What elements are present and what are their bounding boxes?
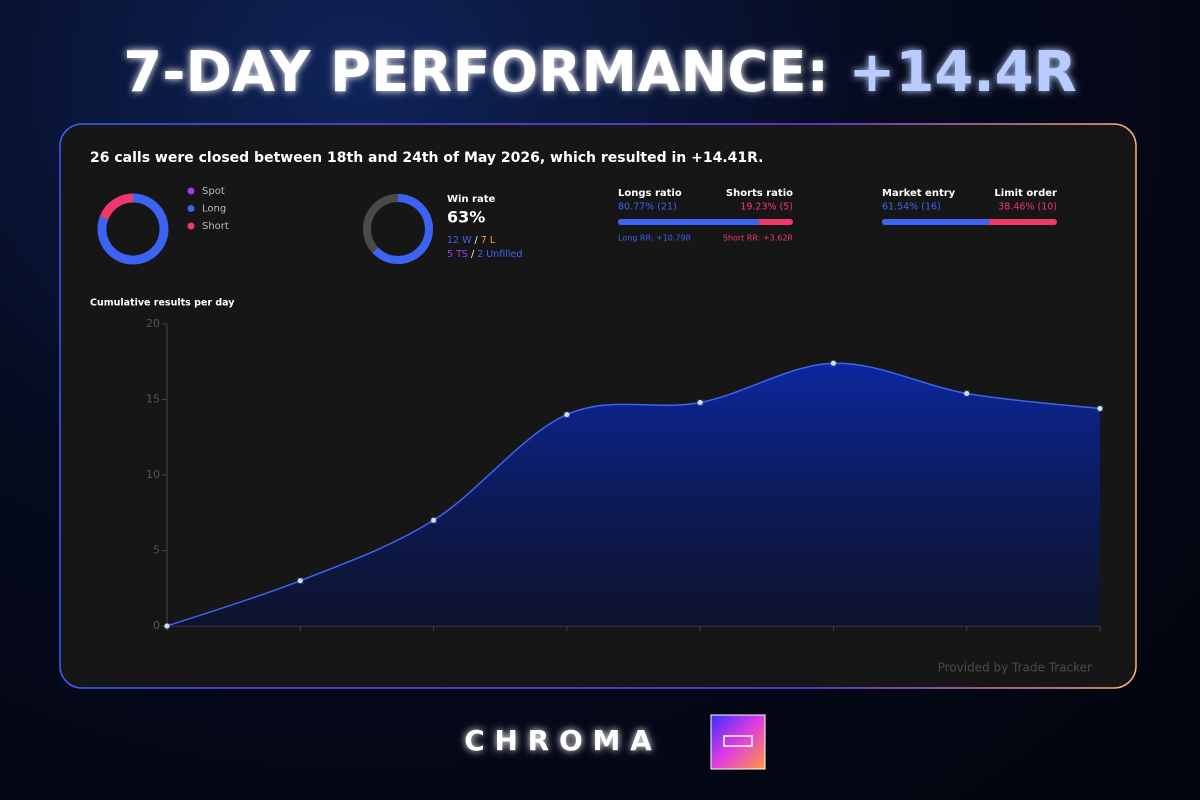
ratio-note: Short RR: +3.62R: [723, 234, 794, 243]
ratio-value: 61.54% (16): [882, 202, 941, 213]
title-highlight: +14.4R: [849, 40, 1077, 105]
title-text: 7-DAY PERFORMANCE:: [123, 40, 829, 105]
donut-segment: [99, 193, 134, 220]
win-rate-title: Win rate: [447, 194, 496, 205]
win-loss: 12 W / 7 L: [447, 235, 496, 246]
ratio-title: Shorts ratio: [726, 188, 793, 199]
ratio-title: Longs ratio: [618, 188, 682, 199]
ratio-bar: [882, 219, 990, 225]
y-tick-label: 5: [153, 544, 160, 557]
point: [1097, 406, 1103, 412]
point: [564, 412, 570, 418]
ratio-bar: [618, 219, 760, 225]
logo-mark: [723, 735, 753, 747]
point: [964, 390, 970, 396]
page-title: 7-DAY PERFORMANCE: +14.4R: [123, 40, 1077, 105]
donut-segment: [97, 193, 169, 265]
ratio-value: 38.46% (10): [998, 202, 1057, 213]
separator: /: [475, 235, 479, 246]
ratio-note: Long RR: +10.79R: [618, 234, 692, 243]
logo: [710, 714, 766, 770]
win-rate-value: 63%: [447, 208, 485, 227]
area: [167, 363, 1100, 626]
legend-label: Long: [202, 204, 226, 215]
legend-swatch: [187, 205, 195, 212]
win-rate-arc: [372, 194, 433, 264]
separator: /: [471, 249, 475, 260]
y-tick-label: 10: [146, 468, 160, 481]
legend-label: Short: [202, 221, 229, 232]
ts-unfilled: 5 TS / 2 Unfilled: [447, 249, 522, 260]
legend-swatch: [187, 222, 195, 230]
ratio-title: Market entry: [882, 188, 956, 199]
ratio-value: 80.77% (21): [618, 202, 677, 213]
legend-label: Spot: [202, 186, 225, 197]
point: [297, 578, 303, 584]
losses: 7 L: [481, 235, 496, 246]
ratio-title: Limit order: [994, 188, 1057, 199]
unfilled: 2 Unfilled: [477, 249, 522, 260]
point: [830, 360, 836, 366]
ts: 5 TS: [447, 249, 468, 260]
wins: 12 W: [447, 235, 472, 246]
point: [431, 517, 437, 523]
y-tick-label: 20: [146, 317, 160, 330]
y-tick-label: 15: [146, 393, 160, 406]
brand: C H R O M A: [464, 724, 652, 757]
summary: 26 calls were closed between 18th and 24…: [90, 150, 763, 166]
ratio-value: 19.23% (5): [740, 202, 793, 213]
point: [697, 400, 703, 406]
legend-swatch: [187, 187, 195, 195]
line: [166, 362, 1101, 627]
point: [164, 623, 170, 629]
chart-title: Cumulative results per day: [90, 298, 235, 309]
y-tick-label: 0: [153, 619, 160, 632]
footer: Provided by Trade Tracker: [938, 661, 1092, 675]
